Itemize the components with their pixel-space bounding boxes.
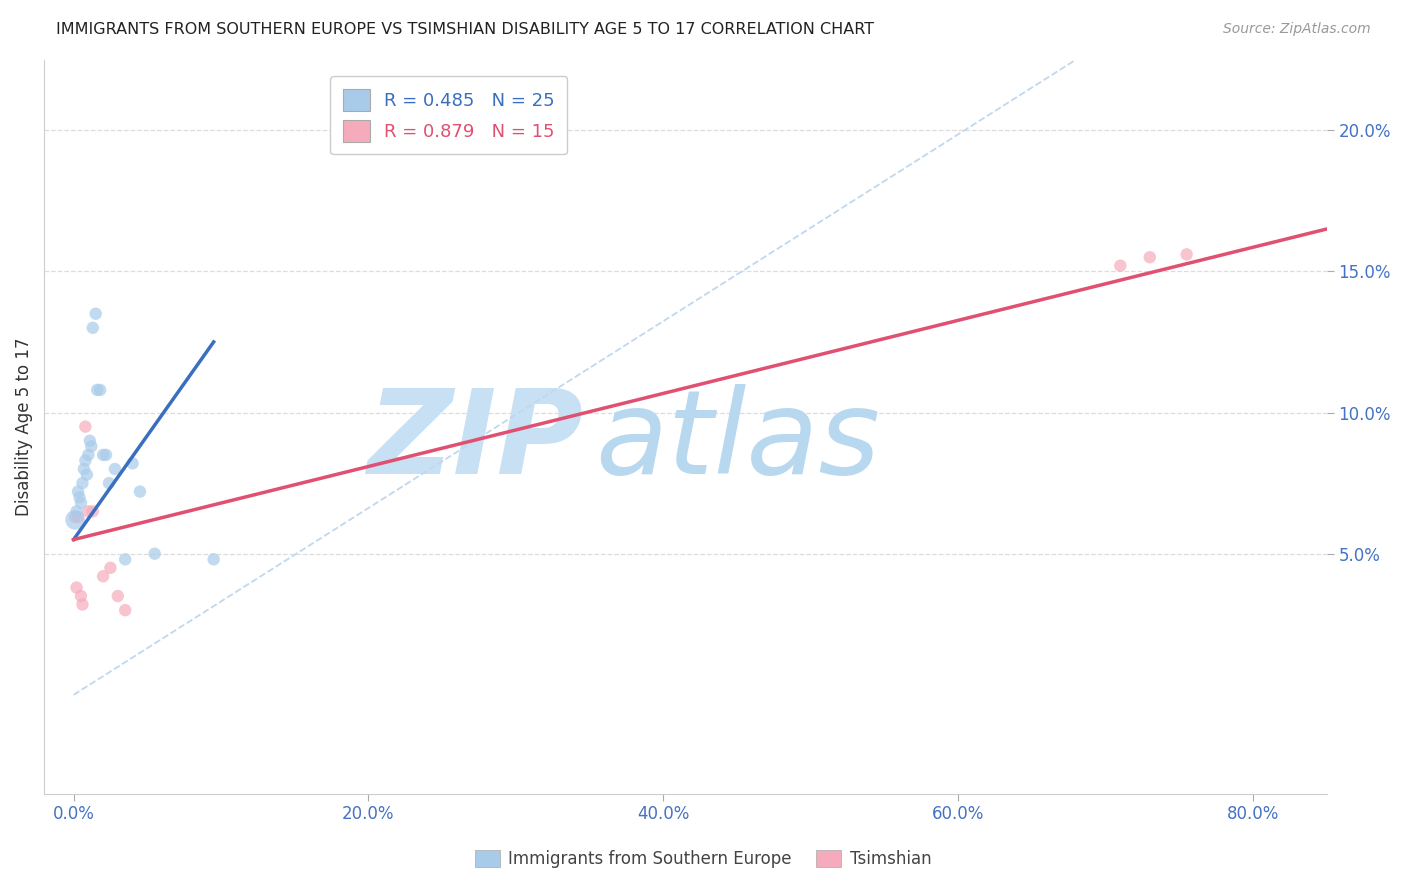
Legend: Immigrants from Southern Europe, Tsimshian: Immigrants from Southern Europe, Tsimshi… (468, 843, 938, 875)
Point (86, 383, 108, 397)
Point (114, 552, 136, 566)
Point (202, 552, 225, 566)
Point (107, 589, 129, 603)
Point (104, 462, 127, 476)
Point (91, 448, 114, 462)
Point (72, 598, 94, 612)
Point (100, 561, 122, 575)
Legend: R = 0.485   N = 25, R = 0.879   N = 15: R = 0.485 N = 25, R = 0.879 N = 15 (330, 76, 568, 154)
Point (72, 476, 94, 491)
Point (70, 496, 93, 510)
Point (82, 321, 104, 335)
Point (80, 439, 103, 453)
Point (65, 581, 87, 595)
Point (114, 603, 136, 617)
Point (66, 484, 89, 499)
Point (63, 513, 86, 527)
Text: atlas: atlas (596, 384, 880, 499)
Point (1175, 247, 1198, 261)
Point (76, 467, 98, 482)
Point (75, 419, 97, 434)
Point (89, 383, 111, 397)
Point (143, 547, 166, 561)
Point (129, 484, 152, 499)
Point (82, 504, 104, 518)
Point (121, 456, 143, 470)
Point (70, 589, 93, 603)
Point (79, 434, 101, 448)
Point (98, 476, 121, 491)
Text: IMMIGRANTS FROM SOUTHERN EUROPE VS TSIMSHIAN DISABILITY AGE 5 TO 17 CORRELATION : IMMIGRANTS FROM SOUTHERN EUROPE VS TSIMS… (56, 22, 875, 37)
Point (77, 448, 100, 462)
Point (77, 504, 100, 518)
Text: Source: ZipAtlas.com: Source: ZipAtlas.com (1223, 22, 1371, 37)
Point (69, 490, 91, 504)
Point (63, 510, 86, 524)
Point (1109, 259, 1132, 273)
Point (94, 448, 117, 462)
Point (91, 569, 114, 583)
Point (65, 504, 87, 518)
Point (1139, 250, 1161, 264)
Point (66, 510, 89, 524)
Point (75, 453, 97, 467)
Text: ZIP: ZIP (367, 384, 583, 499)
Point (73, 462, 96, 476)
Y-axis label: Disability Age 5 to 17: Disability Age 5 to 17 (15, 337, 32, 516)
Point (84, 307, 107, 321)
